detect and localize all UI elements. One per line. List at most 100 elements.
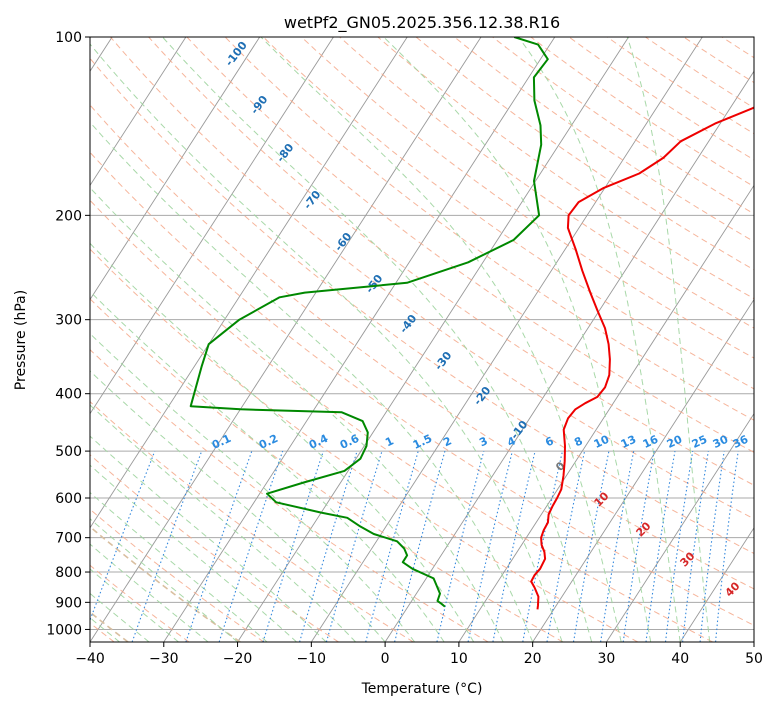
isotherm-line: [90, 37, 187, 187]
dewpoint-line: [189, 37, 549, 608]
isotherm-line: [458, 184, 754, 642]
moist-adiabat: [90, 435, 327, 642]
mixing-ratio-label: 20: [665, 433, 685, 451]
y-tick-label: 900: [55, 595, 82, 611]
dry-adiabat: [90, 525, 241, 642]
mixing-ratio-line: [365, 450, 419, 642]
mixing-ratio-line: [90, 450, 156, 622]
isotherm-line: [679, 527, 754, 642]
moist-adiabat: [162, 37, 593, 642]
mixing-ratio-line: [299, 450, 358, 642]
moist-adiabat: [90, 404, 356, 642]
moist-adiabat: [90, 332, 415, 642]
y-tick-label: 800: [55, 565, 82, 581]
mixing-ratio-line: [467, 450, 513, 642]
isotherm-line: [90, 37, 408, 529]
x-tick-label: −30: [149, 651, 179, 667]
mixing-ratio-line: [699, 451, 725, 642]
x-tick-label: 0: [381, 651, 390, 667]
moist-adiabat: [90, 242, 475, 642]
mixing-ratio-line: [436, 450, 485, 642]
mixing-ratio-line: [645, 451, 676, 642]
x-tick-label: −10: [297, 651, 327, 667]
dry-adiabat: [90, 248, 639, 642]
mixing-ratio-label: 25: [690, 433, 709, 451]
dry-adiabat: [90, 349, 489, 642]
x-axis-title: Temperature (°C): [361, 681, 483, 697]
x-tick-label: −20: [223, 651, 253, 667]
moist-adiabat: [626, 37, 711, 642]
y-tick-label: 700: [55, 531, 82, 547]
isotherm-line: [606, 412, 754, 642]
dry-adiabat: [90, 508, 265, 642]
moist-adiabat: [90, 43, 563, 642]
mixing-ratio-line: [492, 450, 536, 642]
y-tick-label: 600: [55, 491, 82, 507]
moist-adiabat: [90, 370, 386, 642]
isotherm-line: [237, 37, 629, 642]
y-tick-label: 100: [55, 30, 82, 46]
y-tick-label: 300: [55, 313, 82, 329]
moist-adiabat: [90, 121, 534, 642]
y-tick-label: 400: [55, 387, 82, 403]
dry-adiabats: [90, 37, 754, 642]
mixing-ratio-line: [394, 450, 446, 642]
x-tick-label: 30: [598, 651, 616, 667]
mixing-ratio-label: 36: [731, 433, 751, 451]
x-tick-label: 50: [745, 651, 763, 667]
dry-adiabat: [110, 37, 754, 520]
moist-adiabat: [90, 186, 504, 642]
moist-adiabat: [90, 290, 445, 642]
x-tick-label: 10: [450, 651, 468, 667]
isotherm-line: [384, 70, 754, 642]
mixing-ratio-label: 10: [592, 433, 612, 451]
mixing-ratio-line: [682, 451, 709, 642]
moist-adiabat: [383, 37, 652, 642]
dry-adiabat: [262, 37, 754, 390]
dry-adiabat: [90, 400, 414, 642]
moist-adiabat: [260, 37, 622, 642]
dry-adiabat: [90, 298, 564, 642]
x-tick-label: 20: [524, 651, 542, 667]
mixing-ratio-label: 16: [641, 433, 661, 451]
dry-adiabat: [90, 104, 754, 590]
moist-adiabat: [90, 518, 238, 642]
moist-adiabat: [517, 37, 681, 642]
plot-frame: [89, 36, 755, 643]
mixing-ratio-line: [262, 450, 324, 642]
dry-adiabat: [224, 37, 754, 421]
isotherm-line: [532, 298, 754, 642]
x-tick-label: 40: [671, 651, 689, 667]
y-tick-label: 1000: [46, 622, 82, 638]
moist-adiabat: [90, 491, 268, 642]
isotherm-line: [90, 37, 334, 415]
dry-adiabat: [301, 37, 754, 359]
moist-adiabats: [90, 37, 711, 642]
y-tick-label: 500: [55, 444, 82, 460]
dry-adiabat: [90, 57, 754, 555]
mixing-ratio-line: [715, 451, 739, 642]
temperature-line: [530, 106, 754, 610]
mixing-ratio-lines: [90, 450, 739, 642]
moist-adiabat: [90, 464, 297, 642]
dry-adiabat: [90, 199, 713, 642]
plot-area: -100-90-80-70-60-50-40-30-20-100.1 0.2 0.4…: [90, 37, 754, 642]
mixing-ratio-label: 30: [711, 433, 731, 451]
dry-adiabat: [90, 151, 754, 626]
x-axis: −40 −30 −20 −10 0 10 20 30 40 50: [75, 642, 763, 667]
mixing-ratio-line: [185, 450, 253, 642]
mixing-ratio-line: [664, 451, 694, 642]
chart-title: wetPf2_GN05.2025.356.12.38.R16: [284, 13, 560, 33]
isobar-gridlines: [90, 37, 754, 630]
mixing-ratio-line: [218, 450, 284, 642]
y-axis: 100 200 300 400 500 600 700 800 900 1000: [46, 30, 90, 638]
mixing-ratio-line: [131, 450, 203, 642]
y-tick-label: 200: [55, 208, 82, 224]
isotherm-line: [90, 37, 482, 642]
dry-adiabat: [90, 454, 339, 642]
mixing-ratio-line: [325, 450, 383, 642]
isotherm-line: [90, 37, 261, 301]
isotherm-line: [163, 37, 556, 642]
mixing-ratio-label: 13: [619, 433, 638, 451]
